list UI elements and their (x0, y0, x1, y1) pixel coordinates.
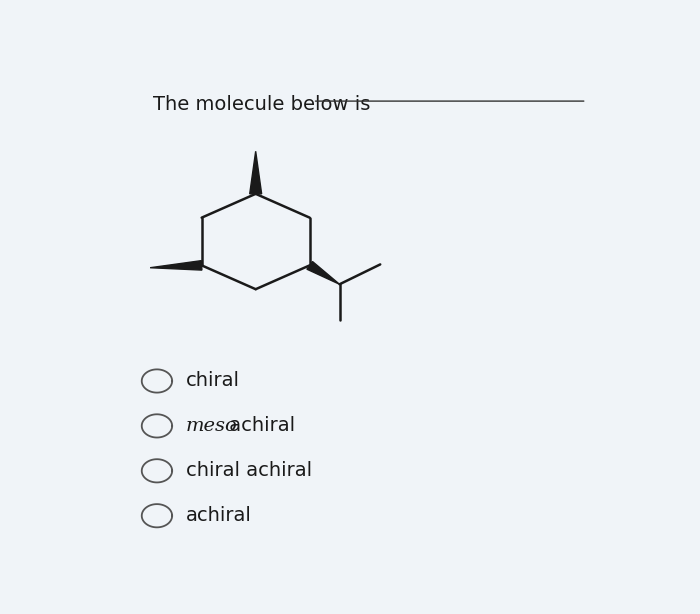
Text: meso: meso (186, 417, 237, 435)
Text: achiral: achiral (223, 416, 295, 435)
Polygon shape (307, 262, 340, 284)
Polygon shape (250, 151, 262, 194)
Text: achiral: achiral (186, 506, 251, 525)
Text: chiral: chiral (186, 371, 239, 391)
Text: The molecule below is: The molecule below is (153, 95, 370, 114)
Text: chiral achiral: chiral achiral (186, 461, 312, 480)
Polygon shape (150, 260, 202, 270)
